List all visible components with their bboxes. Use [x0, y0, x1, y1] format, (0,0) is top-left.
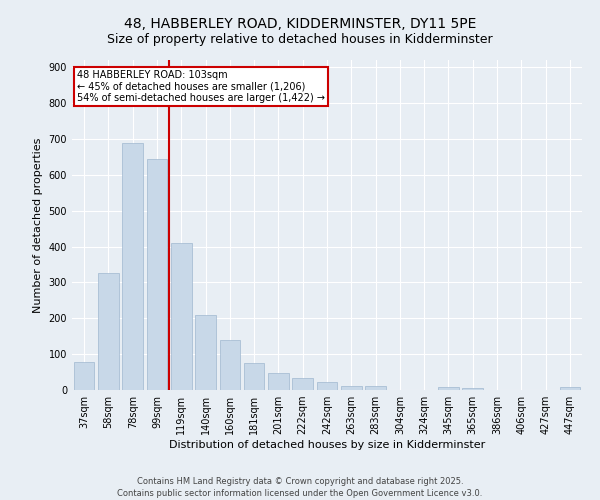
Bar	[195, 316, 216, 390]
Bar	[146, 158, 167, 390]
Bar	[74, 362, 94, 390]
Bar	[341, 386, 362, 390]
Y-axis label: Number of detached properties: Number of detached properties	[33, 138, 43, 312]
Bar	[463, 388, 483, 390]
Bar	[220, 340, 240, 390]
Text: Contains HM Land Registry data © Crown copyright and database right 2025.
Contai: Contains HM Land Registry data © Crown c…	[118, 476, 482, 498]
X-axis label: Distribution of detached houses by size in Kidderminster: Distribution of detached houses by size …	[169, 440, 485, 450]
Bar	[171, 243, 191, 390]
Bar	[317, 382, 337, 390]
Bar	[244, 363, 265, 390]
Text: 48 HABBERLEY ROAD: 103sqm
← 45% of detached houses are smaller (1,206)
54% of se: 48 HABBERLEY ROAD: 103sqm ← 45% of detac…	[77, 70, 325, 103]
Bar	[365, 386, 386, 390]
Bar	[560, 388, 580, 390]
Bar	[98, 274, 119, 390]
Text: Size of property relative to detached houses in Kidderminster: Size of property relative to detached ho…	[107, 32, 493, 46]
Bar	[268, 373, 289, 390]
Bar	[292, 378, 313, 390]
Bar	[438, 387, 459, 390]
Text: 48, HABBERLEY ROAD, KIDDERMINSTER, DY11 5PE: 48, HABBERLEY ROAD, KIDDERMINSTER, DY11 …	[124, 18, 476, 32]
Bar	[122, 142, 143, 390]
